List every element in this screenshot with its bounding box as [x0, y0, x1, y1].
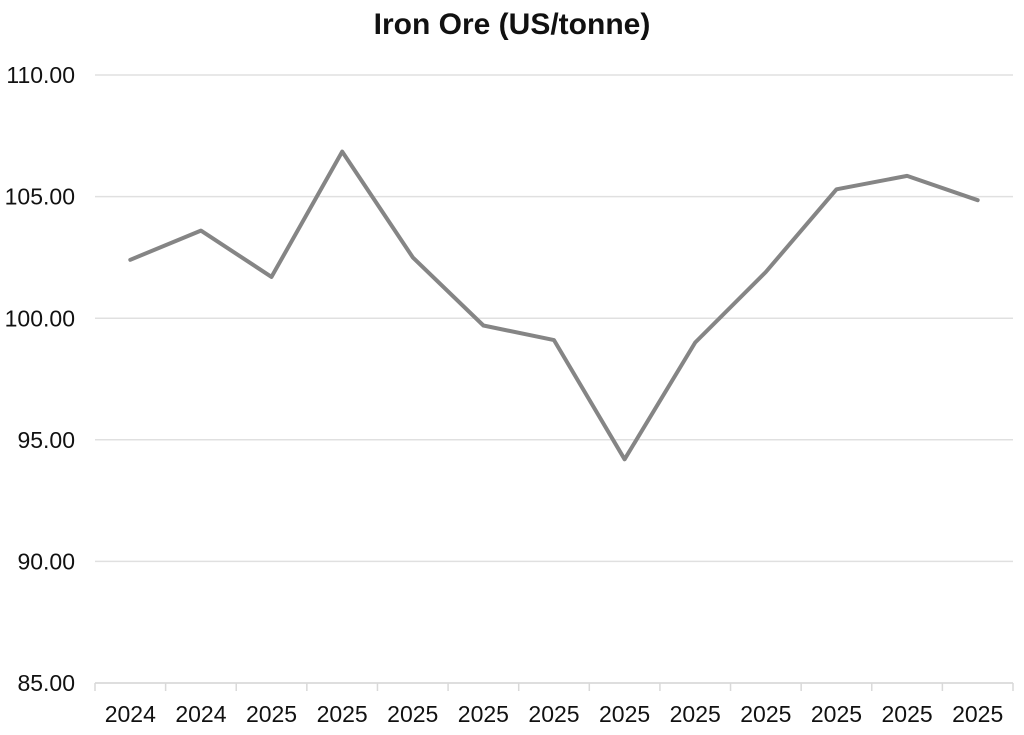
y-axis-tick-label: 100.00	[5, 305, 75, 331]
x-axis-tick-label: 2025	[670, 701, 721, 727]
y-axis-tick-label: 85.00	[17, 670, 75, 696]
y-axis-tick-label: 105.00	[5, 184, 75, 210]
x-axis-tick-label: 2025	[599, 701, 650, 727]
x-axis-tick-label: 2025	[740, 701, 791, 727]
x-axis-tick-label: 2025	[952, 701, 1003, 727]
x-axis-tick-label: 2025	[317, 701, 368, 727]
y-axis-tick-label: 110.00	[6, 62, 75, 88]
x-axis-tick-label: 2025	[387, 701, 438, 727]
x-axis-tick-label: 2024	[175, 701, 226, 727]
x-axis-tick-label: 2025	[528, 701, 579, 727]
y-axis-tick-label: 90.00	[17, 548, 75, 574]
chart-title: Iron Ore (US/tonne)	[373, 8, 651, 41]
x-axis-tick-label: 2025	[458, 701, 509, 727]
x-axis-tick-label: 2025	[811, 701, 862, 727]
x-axis-tick-label: 2025	[881, 701, 932, 727]
price-line-series	[128, 149, 980, 462]
x-axis-tick-label: 2024	[105, 701, 156, 727]
x-axis-tick-label: 2025	[246, 701, 297, 727]
y-axis-tick-label: 95.00	[17, 427, 75, 453]
